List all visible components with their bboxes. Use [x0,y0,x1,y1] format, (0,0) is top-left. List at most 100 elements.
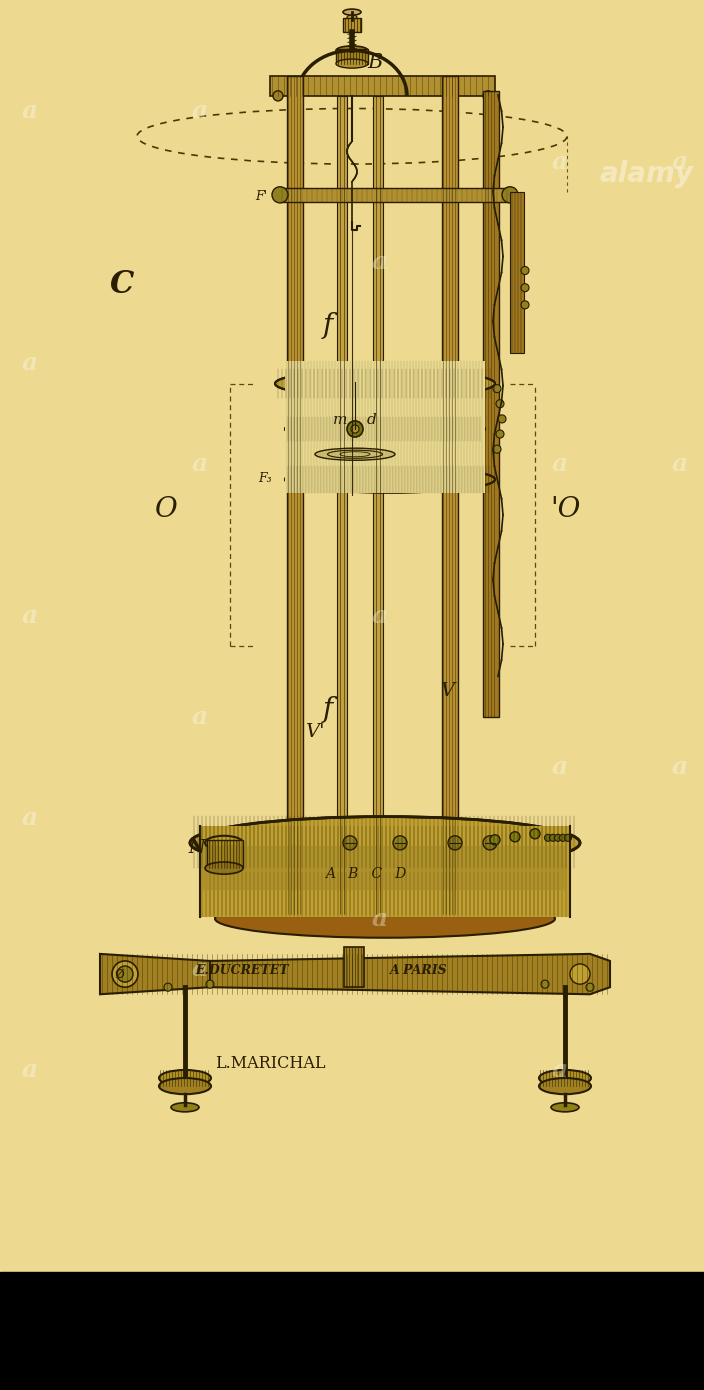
Circle shape [164,983,172,991]
Text: V': V' [305,723,325,741]
Circle shape [272,186,288,203]
Text: a: a [192,958,208,981]
Text: A   B   C   D: A B C D [325,867,406,881]
Text: a: a [552,452,568,477]
Text: a: a [552,755,568,780]
Circle shape [490,835,500,845]
Circle shape [544,834,551,841]
Circle shape [555,834,562,841]
Circle shape [448,835,462,849]
Ellipse shape [208,872,562,915]
Bar [373,96,383,913]
Bar [337,96,347,913]
Text: a: a [672,452,688,477]
Ellipse shape [343,10,361,15]
Polygon shape [210,954,610,994]
Text: a: a [22,352,38,375]
Ellipse shape [347,15,357,19]
Ellipse shape [200,845,570,891]
Ellipse shape [539,1070,591,1086]
Circle shape [493,385,501,392]
Circle shape [521,300,529,309]
Text: a: a [672,755,688,780]
Ellipse shape [285,417,485,441]
Bar [442,75,458,913]
Text: L.MARICHAL: L.MARICHAL [215,1055,325,1072]
Circle shape [502,186,518,203]
Text: a: a [372,603,388,628]
Circle shape [510,831,520,842]
Circle shape [117,966,133,983]
Bar [343,18,361,32]
Text: 'O: 'O [550,496,580,523]
Text: alamy: alamy [600,160,694,188]
Circle shape [565,834,572,841]
Ellipse shape [275,370,495,398]
Circle shape [343,835,357,849]
Circle shape [483,835,497,849]
Text: Ø: Ø [114,967,124,980]
Ellipse shape [215,899,555,938]
Circle shape [570,965,590,984]
Text: m: m [333,413,348,427]
Circle shape [586,983,594,991]
Text: a: a [192,452,208,477]
Text: F₃: F₃ [258,473,272,485]
Bar [510,192,524,353]
Text: a: a [22,603,38,628]
Ellipse shape [315,448,395,460]
Circle shape [530,828,540,838]
Circle shape [541,980,549,988]
Circle shape [393,835,407,849]
Ellipse shape [285,467,495,492]
Text: a: a [552,1058,568,1081]
Text: f: f [323,695,333,723]
Text: a: a [372,250,388,274]
Circle shape [273,90,283,101]
Bar [270,75,495,96]
Text: B: B [367,53,382,72]
Ellipse shape [539,1079,591,1094]
Bar [207,840,243,869]
Circle shape [521,284,529,292]
Text: a: a [22,99,38,124]
Bar [287,75,303,913]
Circle shape [493,445,501,453]
Circle shape [206,980,214,988]
Circle shape [347,421,363,436]
Ellipse shape [159,1079,211,1094]
Circle shape [496,400,504,407]
Text: E.DUCRETET: E.DUCRETET [195,965,289,977]
Text: N: N [188,840,204,858]
Circle shape [351,425,359,434]
Text: a: a [372,906,388,930]
Ellipse shape [171,1102,199,1112]
Text: V: V [440,682,454,701]
Text: a: a [22,1058,38,1081]
Text: a: a [672,150,688,174]
Bar [285,361,485,492]
Circle shape [560,834,567,841]
Polygon shape [100,954,210,994]
Bar [483,90,499,717]
Bar [200,826,570,916]
Text: a: a [192,99,208,124]
Text: f: f [323,313,333,339]
Ellipse shape [551,1102,579,1112]
Text: a: a [192,705,208,728]
Bar [280,188,510,202]
Text: O: O [155,496,177,523]
Ellipse shape [159,1070,211,1086]
Text: www.alamy.com: www.alamy.com [460,1340,593,1354]
Text: Image ID: 2CRPGCM: Image ID: 2CRPGCM [460,1308,608,1322]
Circle shape [498,414,506,423]
Ellipse shape [336,46,368,56]
Ellipse shape [190,816,580,869]
Bar [344,947,364,987]
Ellipse shape [205,862,243,874]
Circle shape [550,834,556,841]
Circle shape [112,960,138,987]
Text: A PARIS: A PARIS [390,965,448,977]
Text: alamy: alamy [28,1308,183,1354]
Text: C: C [110,268,134,300]
